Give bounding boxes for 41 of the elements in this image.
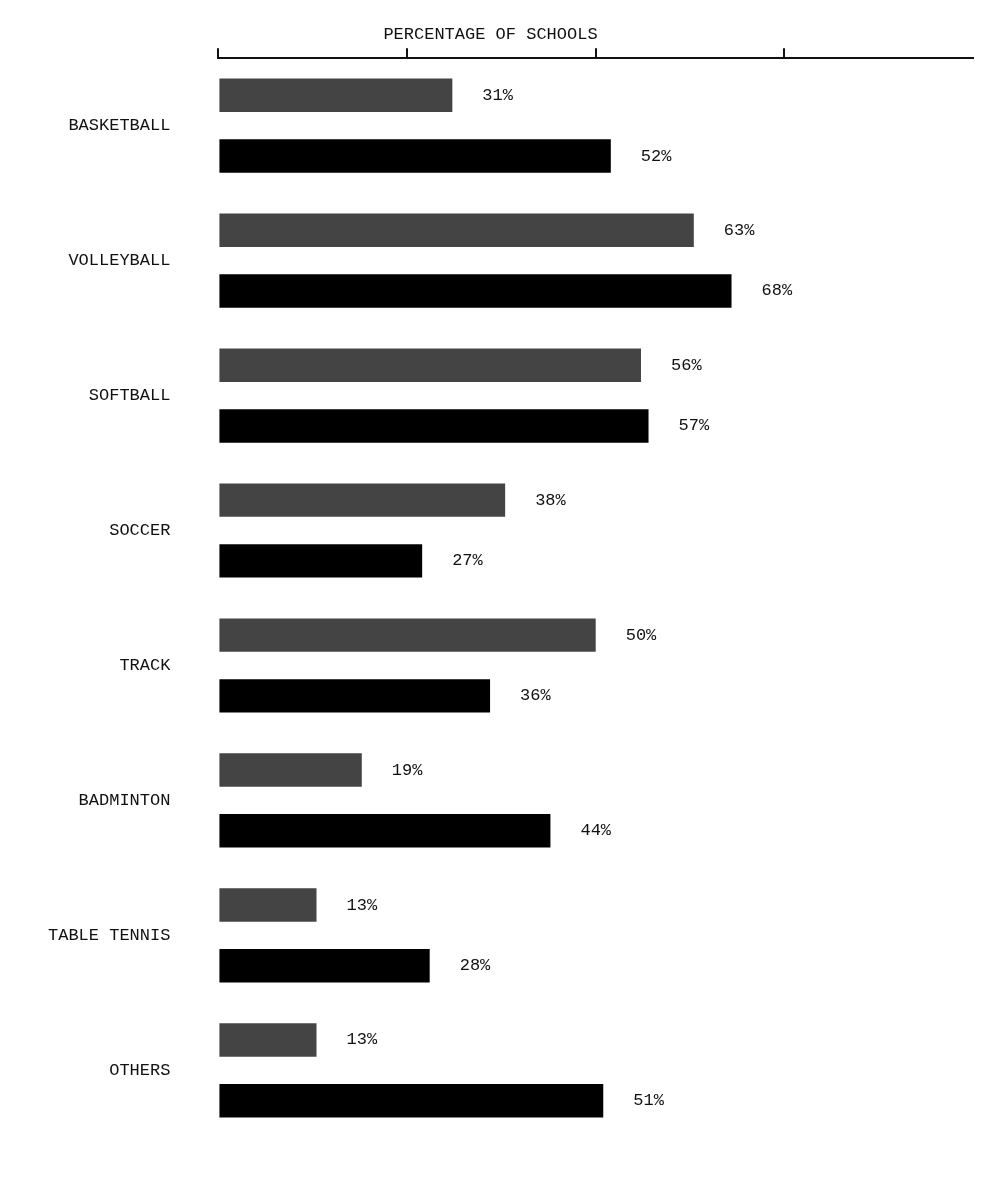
- data-label: 38%: [535, 490, 567, 510]
- y-tick-label: BASKETBALL: [68, 116, 171, 136]
- data-label: 68%: [761, 281, 793, 301]
- chart-title: PERCENTAGE OF SCHOOLS: [383, 24, 598, 44]
- data-label: 13%: [346, 895, 378, 915]
- bar: [219, 949, 430, 983]
- y-tick-label: OTHERS: [109, 1060, 171, 1080]
- data-label: 56%: [670, 355, 703, 375]
- y-tick-label: SOCCER: [109, 521, 171, 541]
- bar: [219, 213, 694, 247]
- bar: [219, 753, 362, 787]
- data-label: 52%: [640, 146, 673, 166]
- bar: [219, 888, 317, 922]
- bar: [219, 544, 423, 578]
- data-label: 51%: [633, 1091, 665, 1111]
- bar: [219, 1083, 604, 1118]
- y-tick-label: VOLLEYBALL: [68, 251, 171, 271]
- data-label: 13%: [346, 1030, 378, 1050]
- bar: [219, 348, 641, 382]
- data-label: 36%: [520, 686, 552, 706]
- data-label: 27%: [452, 551, 484, 571]
- bar: [219, 483, 506, 517]
- bar: [219, 139, 611, 173]
- y-tick-label: TRACK: [119, 655, 172, 675]
- bar: [219, 78, 453, 113]
- data-label: 44%: [580, 821, 612, 841]
- bar: [219, 1023, 317, 1057]
- data-label: 19%: [391, 760, 424, 780]
- bar: [219, 274, 732, 308]
- data-label: 28%: [459, 956, 492, 976]
- bar: [219, 814, 551, 848]
- data-label: 57%: [678, 416, 710, 436]
- y-tick-label: BADMINTON: [78, 790, 171, 810]
- data-label: 31%: [482, 85, 514, 105]
- data-label: 50%: [625, 625, 658, 645]
- y-tick-label: SOFTBALL: [88, 386, 171, 406]
- bar: [219, 618, 596, 652]
- data-label: 63%: [723, 220, 756, 240]
- bar: [219, 409, 649, 443]
- y-tick-label: TABLE TENNIS: [48, 925, 171, 945]
- bar: [219, 679, 491, 713]
